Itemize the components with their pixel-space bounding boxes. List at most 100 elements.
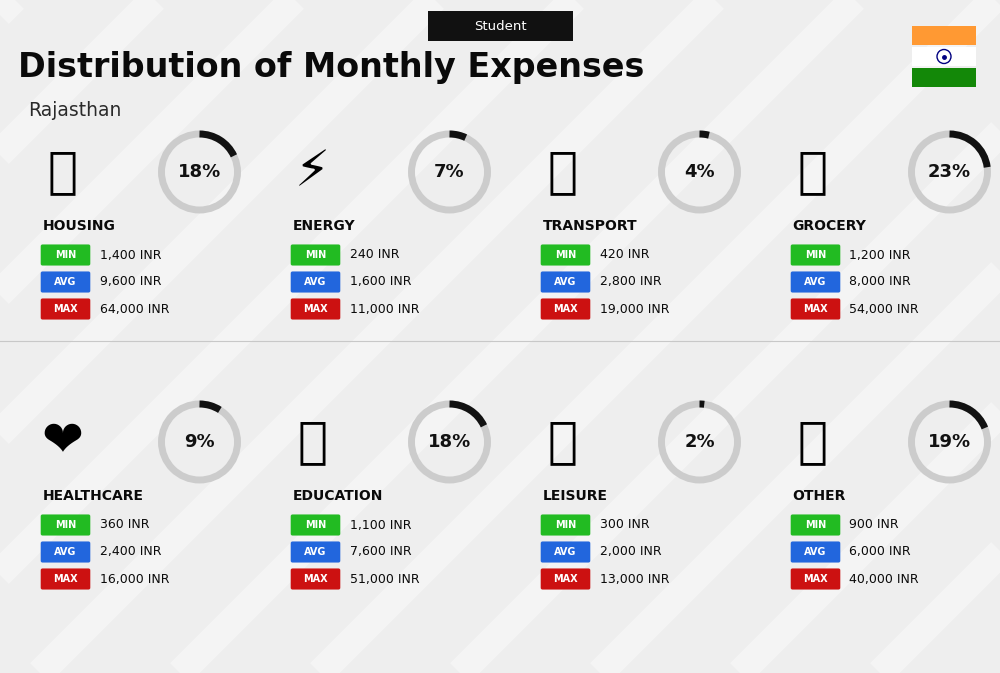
Text: 1,600 INR: 1,600 INR [350, 275, 411, 289]
Text: Distribution of Monthly Expenses: Distribution of Monthly Expenses [18, 52, 644, 85]
FancyBboxPatch shape [791, 514, 840, 536]
Text: 240 INR: 240 INR [350, 248, 399, 262]
Text: ❤️: ❤️ [42, 418, 83, 466]
FancyBboxPatch shape [291, 244, 340, 266]
Text: 🛍️: 🛍️ [548, 418, 578, 466]
FancyBboxPatch shape [41, 542, 90, 563]
Text: MIN: MIN [555, 250, 576, 260]
Text: GROCERY: GROCERY [792, 219, 866, 233]
Text: 360 INR: 360 INR [100, 518, 149, 532]
FancyBboxPatch shape [291, 271, 340, 293]
Text: MAX: MAX [53, 304, 78, 314]
FancyBboxPatch shape [291, 569, 340, 590]
Text: Rajasthan: Rajasthan [28, 102, 121, 120]
Text: 9,600 INR: 9,600 INR [100, 275, 161, 289]
Text: 54,000 INR: 54,000 INR [849, 302, 919, 316]
Text: 8,000 INR: 8,000 INR [849, 275, 911, 289]
Text: 1,100 INR: 1,100 INR [350, 518, 411, 532]
Text: 6,000 INR: 6,000 INR [849, 546, 911, 559]
FancyBboxPatch shape [291, 514, 340, 536]
Text: 11,000 INR: 11,000 INR [350, 302, 419, 316]
FancyBboxPatch shape [291, 542, 340, 563]
Text: MIN: MIN [305, 250, 326, 260]
Text: 19%: 19% [928, 433, 971, 451]
Text: MAX: MAX [803, 304, 828, 314]
Text: AVG: AVG [54, 547, 77, 557]
Text: 2,400 INR: 2,400 INR [100, 546, 161, 559]
Text: EDUCATION: EDUCATION [292, 489, 383, 503]
Text: 2,800 INR: 2,800 INR [600, 275, 661, 289]
FancyBboxPatch shape [291, 298, 340, 320]
Text: 40,000 INR: 40,000 INR [849, 573, 919, 586]
Text: ENERGY: ENERGY [292, 219, 355, 233]
Text: 🚌: 🚌 [548, 148, 578, 196]
Text: AVG: AVG [554, 277, 577, 287]
Text: MIN: MIN [305, 520, 326, 530]
FancyBboxPatch shape [41, 514, 90, 536]
Text: MAX: MAX [303, 574, 328, 584]
FancyBboxPatch shape [791, 542, 840, 563]
Text: AVG: AVG [304, 547, 327, 557]
Text: AVG: AVG [804, 277, 827, 287]
Text: AVG: AVG [54, 277, 77, 287]
Text: AVG: AVG [804, 547, 827, 557]
Text: 🏢: 🏢 [48, 148, 78, 196]
FancyBboxPatch shape [912, 26, 976, 45]
Text: 1,400 INR: 1,400 INR [100, 248, 161, 262]
Text: MAX: MAX [803, 574, 828, 584]
Text: MIN: MIN [805, 250, 826, 260]
FancyBboxPatch shape [791, 569, 840, 590]
Text: 300 INR: 300 INR [600, 518, 649, 532]
Text: 👜: 👜 [798, 418, 828, 466]
Text: MIN: MIN [805, 520, 826, 530]
FancyBboxPatch shape [41, 244, 90, 266]
Text: 18%: 18% [428, 433, 471, 451]
Text: 420 INR: 420 INR [600, 248, 649, 262]
Text: MAX: MAX [553, 574, 578, 584]
Text: MIN: MIN [55, 250, 76, 260]
Text: 🎓: 🎓 [298, 418, 328, 466]
FancyBboxPatch shape [541, 569, 590, 590]
Text: AVG: AVG [304, 277, 327, 287]
Text: OTHER: OTHER [792, 489, 846, 503]
Text: 64,000 INR: 64,000 INR [100, 302, 169, 316]
Text: MIN: MIN [555, 520, 576, 530]
FancyBboxPatch shape [791, 271, 840, 293]
FancyBboxPatch shape [41, 271, 90, 293]
FancyBboxPatch shape [541, 514, 590, 536]
Text: AVG: AVG [554, 547, 577, 557]
Text: 7,600 INR: 7,600 INR [350, 546, 411, 559]
FancyBboxPatch shape [791, 298, 840, 320]
Text: ⚡: ⚡ [295, 148, 330, 196]
Text: Student: Student [474, 20, 526, 32]
Text: 16,000 INR: 16,000 INR [100, 573, 169, 586]
Text: 51,000 INR: 51,000 INR [350, 573, 419, 586]
Text: 9%: 9% [184, 433, 215, 451]
Text: 900 INR: 900 INR [849, 518, 899, 532]
Text: MAX: MAX [553, 304, 578, 314]
Text: 19,000 INR: 19,000 INR [600, 302, 669, 316]
Text: 23%: 23% [928, 163, 971, 181]
FancyBboxPatch shape [791, 244, 840, 266]
Text: TRANSPORT: TRANSPORT [542, 219, 637, 233]
Text: HEALTHCARE: HEALTHCARE [43, 489, 144, 503]
Text: HOUSING: HOUSING [43, 219, 115, 233]
FancyBboxPatch shape [912, 68, 976, 87]
Text: 4%: 4% [684, 163, 715, 181]
FancyBboxPatch shape [541, 271, 590, 293]
FancyBboxPatch shape [41, 569, 90, 590]
Text: 1,200 INR: 1,200 INR [849, 248, 911, 262]
Text: MAX: MAX [53, 574, 78, 584]
Text: 2%: 2% [684, 433, 715, 451]
FancyBboxPatch shape [541, 298, 590, 320]
Text: MAX: MAX [303, 304, 328, 314]
FancyBboxPatch shape [41, 298, 90, 320]
Text: 2,000 INR: 2,000 INR [600, 546, 661, 559]
Text: 🛒: 🛒 [798, 148, 828, 196]
FancyBboxPatch shape [541, 244, 590, 266]
Text: 18%: 18% [178, 163, 221, 181]
FancyBboxPatch shape [541, 542, 590, 563]
Text: 13,000 INR: 13,000 INR [600, 573, 669, 586]
FancyBboxPatch shape [428, 11, 572, 41]
FancyBboxPatch shape [912, 47, 976, 66]
